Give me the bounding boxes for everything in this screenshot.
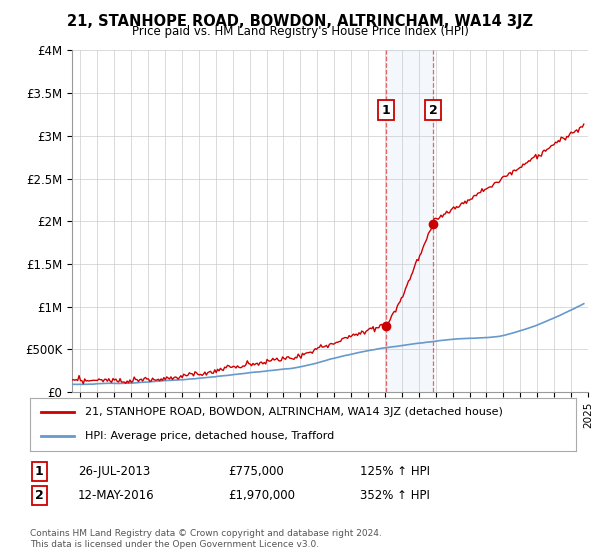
- Text: £775,000: £775,000: [228, 465, 284, 478]
- Text: Price paid vs. HM Land Registry's House Price Index (HPI): Price paid vs. HM Land Registry's House …: [131, 25, 469, 38]
- Bar: [386, 50, 433, 392]
- Text: HPI: Average price, detached house, Trafford: HPI: Average price, detached house, Traf…: [85, 431, 334, 441]
- Text: 26-JUL-2013: 26-JUL-2013: [78, 465, 150, 478]
- Text: 2: 2: [35, 489, 43, 502]
- Text: 2: 2: [429, 104, 438, 116]
- Text: £1,970,000: £1,970,000: [228, 489, 295, 502]
- Text: 125% ↑ HPI: 125% ↑ HPI: [360, 465, 430, 478]
- Text: 21, STANHOPE ROAD, BOWDON, ALTRINCHAM, WA14 3JZ (detached house): 21, STANHOPE ROAD, BOWDON, ALTRINCHAM, W…: [85, 408, 502, 418]
- Text: 1: 1: [382, 104, 391, 116]
- Text: Contains HM Land Registry data © Crown copyright and database right 2024.
This d: Contains HM Land Registry data © Crown c…: [30, 529, 382, 549]
- Text: 21, STANHOPE ROAD, BOWDON, ALTRINCHAM, WA14 3JZ: 21, STANHOPE ROAD, BOWDON, ALTRINCHAM, W…: [67, 14, 533, 29]
- Text: 352% ↑ HPI: 352% ↑ HPI: [360, 489, 430, 502]
- Text: 1: 1: [35, 465, 43, 478]
- Text: 12-MAY-2016: 12-MAY-2016: [78, 489, 155, 502]
